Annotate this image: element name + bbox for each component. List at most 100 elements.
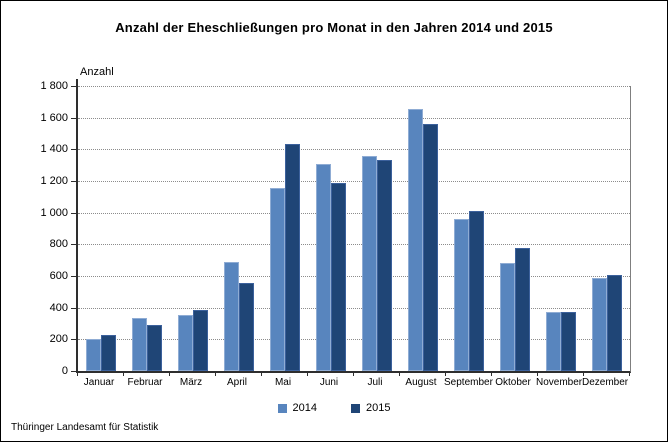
bar-group-m-rz xyxy=(170,86,216,371)
bar-2015-august xyxy=(423,124,438,371)
y-axis-tick xyxy=(71,339,76,340)
x-axis-tick xyxy=(399,373,400,376)
plot-area xyxy=(76,86,631,373)
bar-2014-august xyxy=(408,109,423,371)
gridline-1600 xyxy=(78,117,630,119)
y-axis-tick-label: 1 400 xyxy=(40,143,68,155)
legend-label-2014: 2014 xyxy=(292,402,317,414)
bar-group-juli xyxy=(354,86,400,371)
legend-item-2014: 2014 xyxy=(277,402,317,414)
bar-2014-februar xyxy=(132,318,147,371)
bar-2015-februar xyxy=(147,325,162,371)
x-axis-label-juli: Juli xyxy=(367,377,383,388)
bar-2015-m-rz xyxy=(193,310,208,371)
y-axis-tick-label: 800 xyxy=(49,238,68,250)
bar-group-september xyxy=(446,86,492,371)
bar-2014-dezember xyxy=(592,278,607,371)
x-axis-tick xyxy=(77,373,78,376)
y-axis-line-cap xyxy=(76,79,78,86)
x-axis-tick xyxy=(491,373,492,376)
x-axis-label-september: September xyxy=(444,377,493,388)
bar-2015-september xyxy=(469,211,484,371)
bar-2014-m-rz xyxy=(178,315,193,371)
bar-2014-juli xyxy=(362,156,377,371)
x-axis-label-mai: Mai xyxy=(274,377,292,388)
bar-2014-januar xyxy=(86,339,101,371)
x-axis-tick xyxy=(169,373,170,376)
x-axis-tick xyxy=(353,373,354,376)
gridline-1800 xyxy=(78,86,630,87)
x-axis-tick xyxy=(537,373,538,376)
chart-title: Anzahl der Eheschließungen pro Monat in … xyxy=(115,20,553,35)
y-axis-unit-label: Anzahl xyxy=(80,66,114,78)
gridline-200 xyxy=(78,339,630,341)
bar-group-oktober xyxy=(492,86,538,371)
bar-2014-september xyxy=(454,219,469,371)
x-axis-tick xyxy=(307,373,308,376)
source-attribution: Thüringer Landesamt für Statistik xyxy=(11,422,159,433)
bar-group-juni xyxy=(308,86,354,371)
y-axis-tick xyxy=(71,86,76,87)
x-axis-tick xyxy=(215,373,216,376)
bar-group-januar xyxy=(78,86,124,371)
y-axis-tick-label: 600 xyxy=(49,270,68,282)
legend-swatch-2014 xyxy=(277,403,287,413)
x-axis-tick xyxy=(629,373,630,376)
bar-2015-dezember xyxy=(607,275,622,371)
y-axis-tick xyxy=(71,149,76,150)
x-axis-label-februar: Februar xyxy=(127,377,163,388)
bar-2014-oktober xyxy=(500,263,515,371)
x-axis-tick xyxy=(583,373,584,376)
bar-group-dezember xyxy=(584,86,630,371)
x-axis-label-dezember: Dezember xyxy=(582,377,629,388)
legend-item-2015: 2015 xyxy=(351,402,390,414)
y-axis-tick xyxy=(71,181,76,182)
bar-2015-oktober xyxy=(515,248,530,371)
x-axis-label-november: November xyxy=(536,377,583,388)
y-axis-tick-label: 200 xyxy=(49,333,68,345)
x-axis-tick xyxy=(261,373,262,376)
chart-legend: 2014 2015 xyxy=(1,402,667,414)
y-axis-tick-label: 1 200 xyxy=(40,175,68,187)
x-axis-label-august: August xyxy=(405,377,437,388)
bar-group-april xyxy=(216,86,262,371)
y-axis-tick-label: 400 xyxy=(49,302,68,314)
bar-2015-november xyxy=(561,312,576,371)
gridline-1200 xyxy=(78,181,630,182)
y-axis-tick-label: 1 000 xyxy=(40,207,68,219)
y-axis-tick xyxy=(71,308,76,309)
y-axis-tick-label: 1 600 xyxy=(40,112,68,124)
gridline-1000 xyxy=(78,212,630,214)
x-axis-label-m-rz: März xyxy=(179,377,203,388)
bar-2014-april xyxy=(224,262,239,371)
legend-label-2015: 2015 xyxy=(366,402,391,414)
bar-group-august xyxy=(400,86,446,371)
y-axis-tick xyxy=(71,213,76,214)
y-axis-tick xyxy=(71,244,76,245)
legend-swatch-2015 xyxy=(351,403,360,413)
bar-2015-mai xyxy=(285,144,300,371)
x-axis-label-april: April xyxy=(226,377,247,388)
bar-2014-mai xyxy=(270,188,285,371)
bar-group-mai xyxy=(262,86,308,371)
y-axis-tick-label: 0 xyxy=(61,365,68,377)
bar-2015-juli xyxy=(377,160,392,371)
gridline-400 xyxy=(78,307,630,309)
bar-2015-januar xyxy=(101,335,116,371)
bar-group-februar xyxy=(124,86,170,371)
x-axis-tick xyxy=(445,373,446,376)
bar-2014-november xyxy=(546,312,561,371)
bar-group-november xyxy=(538,86,584,371)
y-axis-tick-label: 1 800 xyxy=(40,80,68,92)
y-axis-tick xyxy=(71,276,76,277)
x-axis-tick xyxy=(123,373,124,376)
bar-2014-juni xyxy=(316,164,331,371)
gridline-1400 xyxy=(78,149,630,151)
bar-2015-april xyxy=(239,283,254,371)
y-axis-tick xyxy=(71,118,76,119)
y-axis-tick xyxy=(71,371,76,372)
x-axis-label-januar: Januar xyxy=(83,377,115,388)
gridline-800 xyxy=(78,244,630,246)
bar-2015-juni xyxy=(331,183,346,371)
